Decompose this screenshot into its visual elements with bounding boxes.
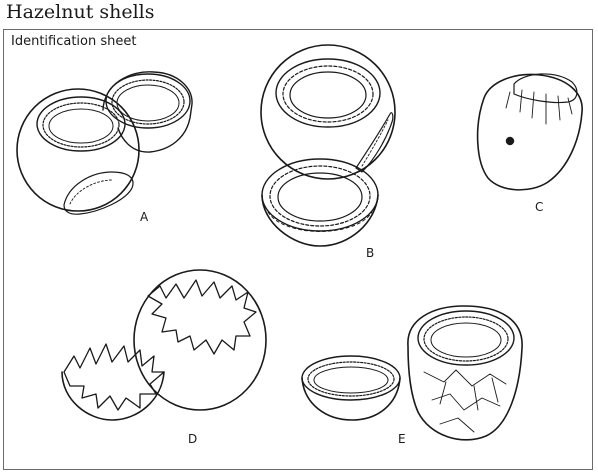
specimen-a-drawing bbox=[16, 71, 193, 215]
sheet-subtitle: Identification sheet bbox=[11, 34, 137, 49]
specimen-label-e: E bbox=[398, 432, 406, 446]
specimen-d-drawing bbox=[61, 269, 267, 421]
page-title: Hazelnut shells bbox=[6, 1, 155, 23]
identification-frame bbox=[3, 29, 593, 470]
specimen-label-d: D bbox=[188, 432, 198, 446]
specimen-e-drawing bbox=[301, 305, 523, 441]
specimen-label-a: A bbox=[140, 210, 149, 224]
specimen-label-b: B bbox=[366, 246, 375, 260]
specimen-c-drawing bbox=[476, 73, 583, 191]
specimen-b-drawing bbox=[260, 44, 396, 247]
specimen-label-c: C bbox=[535, 200, 544, 214]
